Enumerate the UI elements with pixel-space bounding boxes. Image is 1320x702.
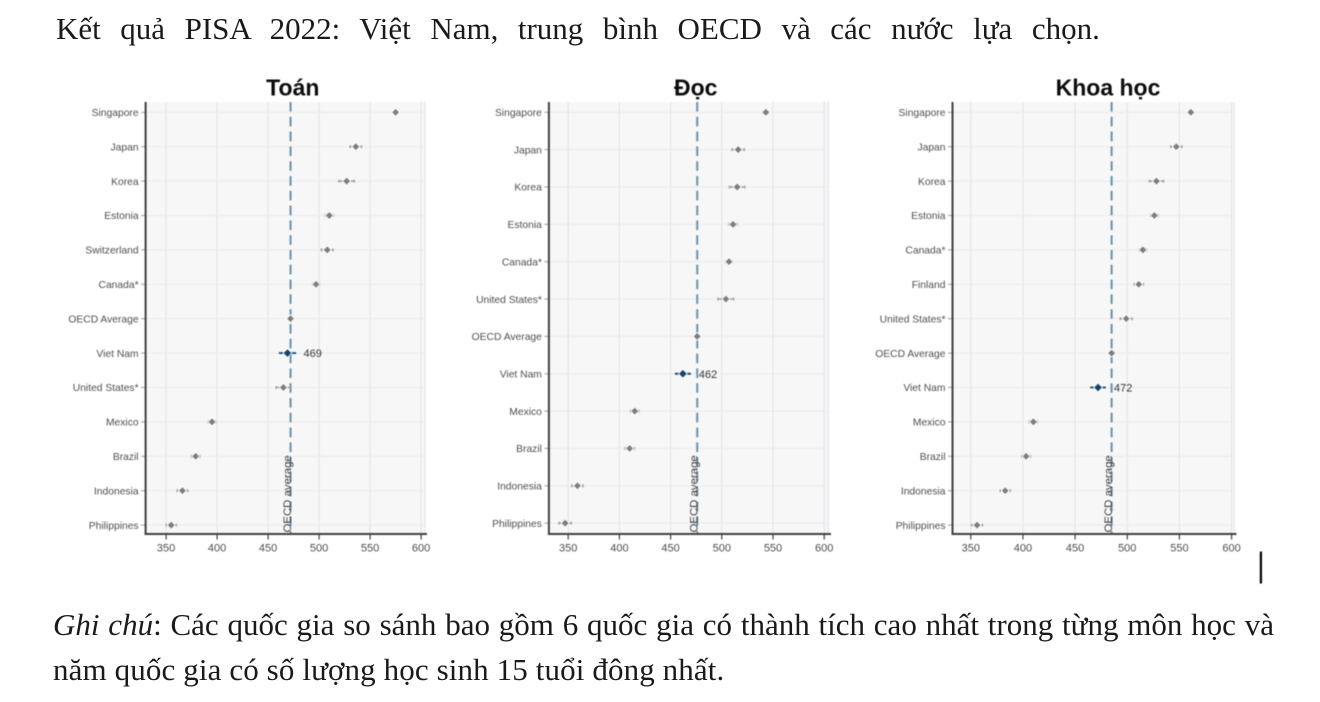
svg-text:Indonesia: Indonesia — [94, 486, 139, 497]
svg-text:Philippines: Philippines — [896, 521, 946, 532]
svg-text:Switzerland: Switzerland — [85, 246, 138, 257]
svg-text:Brazil: Brazil — [113, 452, 139, 463]
svg-text:Viet Nam: Viet Nam — [500, 369, 542, 380]
svg-text:350: 350 — [157, 543, 175, 555]
svg-text:Philippines: Philippines — [492, 519, 542, 530]
svg-text:400: 400 — [1014, 543, 1032, 555]
svg-text:600: 600 — [412, 543, 430, 555]
svg-text:500: 500 — [1118, 543, 1136, 555]
svg-text:Estonia: Estonia — [508, 220, 543, 231]
svg-text:Singapore: Singapore — [92, 108, 139, 119]
svg-text:Indonesia: Indonesia — [497, 482, 542, 493]
svg-text:Canada*: Canada* — [502, 257, 542, 268]
svg-text:Korea: Korea — [514, 183, 542, 194]
svg-text:462: 462 — [699, 369, 717, 381]
svg-text:350: 350 — [962, 543, 980, 555]
svg-text:Singapore: Singapore — [495, 108, 542, 119]
svg-text:Finland: Finland — [912, 280, 946, 291]
svg-text:Japan: Japan — [917, 142, 945, 153]
svg-text:United States*: United States* — [476, 295, 542, 306]
svg-text:Singapore: Singapore — [899, 108, 946, 119]
svg-text:Mexico: Mexico — [913, 418, 946, 429]
svg-text:Khoa học: Khoa học — [1056, 75, 1161, 101]
svg-text:400: 400 — [610, 543, 628, 555]
svg-text:OECD Average: OECD Average — [68, 314, 138, 325]
svg-text:550: 550 — [361, 543, 379, 555]
svg-text:Brazil: Brazil — [920, 452, 946, 463]
svg-text:550: 550 — [1170, 543, 1188, 555]
svg-text:OECD Average: OECD Average — [875, 349, 945, 360]
svg-text:Mexico: Mexico — [509, 407, 542, 418]
svg-text:500: 500 — [310, 543, 328, 555]
svg-text:OECD Average: OECD Average — [472, 332, 542, 343]
svg-text:450: 450 — [259, 543, 277, 555]
svg-text:450: 450 — [661, 543, 679, 555]
svg-text:Philippines: Philippines — [89, 521, 139, 532]
svg-text:Canada*: Canada* — [99, 280, 139, 291]
svg-text:Japan: Japan — [514, 145, 542, 156]
svg-text:400: 400 — [208, 543, 226, 555]
svg-text:Estonia: Estonia — [104, 211, 139, 222]
svg-text:Đọc: Đọc — [674, 75, 718, 101]
svg-text:469: 469 — [303, 348, 321, 360]
svg-text:Brazil: Brazil — [516, 444, 542, 455]
svg-text:Viet Nam: Viet Nam — [96, 349, 138, 360]
svg-text:Japan: Japan — [111, 142, 139, 153]
svg-text:472: 472 — [1114, 383, 1132, 395]
svg-text:United States*: United States* — [880, 314, 946, 325]
svg-text:OECD average: OECD average — [689, 455, 701, 532]
svg-text:United States*: United States* — [73, 383, 139, 394]
svg-text:OECD average: OECD average — [1103, 455, 1115, 532]
svg-text:Viet Nam: Viet Nam — [903, 383, 945, 394]
svg-text:Estonia: Estonia — [911, 211, 946, 222]
svg-text:Canada*: Canada* — [905, 246, 945, 257]
svg-text:OECD average: OECD average — [282, 455, 294, 532]
svg-text:550: 550 — [764, 543, 782, 555]
svg-text:600: 600 — [815, 543, 833, 555]
svg-text:600: 600 — [1222, 543, 1240, 555]
svg-text:Korea: Korea — [111, 177, 139, 188]
svg-text:Korea: Korea — [918, 177, 946, 188]
svg-text:500: 500 — [713, 543, 731, 555]
svg-text:Toán: Toán — [266, 75, 319, 101]
svg-text:450: 450 — [1066, 543, 1084, 555]
svg-text:Mexico: Mexico — [106, 418, 139, 429]
svg-text:Indonesia: Indonesia — [901, 486, 946, 497]
svg-text:350: 350 — [559, 543, 577, 555]
